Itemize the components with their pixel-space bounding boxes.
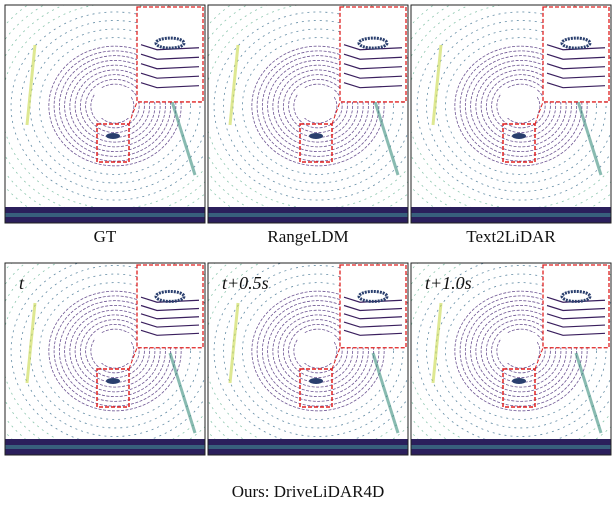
panel-label: RangeLDM	[267, 227, 348, 246]
zoom-object	[309, 378, 323, 384]
panel-label: GT	[94, 227, 117, 246]
ego-gap	[298, 88, 334, 118]
inset-bg	[340, 265, 406, 348]
ego-gap	[95, 88, 131, 118]
inset-bg	[543, 7, 609, 102]
range-strip-band	[208, 445, 408, 449]
range-strip-band	[208, 213, 408, 217]
range-strip-band	[5, 213, 205, 217]
zoom-object	[106, 133, 120, 139]
caption: Ours: DriveLiDAR4D	[232, 482, 385, 501]
figure: GT RangeLDM Text2LiDAR Ours: DriveLiDAR4…	[0, 0, 615, 506]
panel-label: Text2LiDAR	[466, 227, 556, 246]
ego-gap	[501, 88, 537, 118]
range-strip-band	[5, 445, 205, 449]
range-strip-band	[411, 213, 611, 217]
zoom-object	[512, 378, 526, 384]
zoom-object	[512, 133, 526, 139]
range-strip-band	[411, 445, 611, 449]
ego-gap	[501, 333, 537, 363]
inset-bg	[137, 265, 203, 348]
time-label: t+0.5s	[222, 273, 269, 293]
time-label: t+1.0s	[425, 273, 472, 293]
zoom-object	[309, 133, 323, 139]
zoom-object	[106, 378, 120, 384]
inset-bg	[340, 7, 406, 102]
ego-gap	[298, 333, 334, 363]
inset-bg	[543, 265, 609, 348]
inset-bg	[137, 7, 203, 102]
ego-gap	[95, 333, 131, 363]
